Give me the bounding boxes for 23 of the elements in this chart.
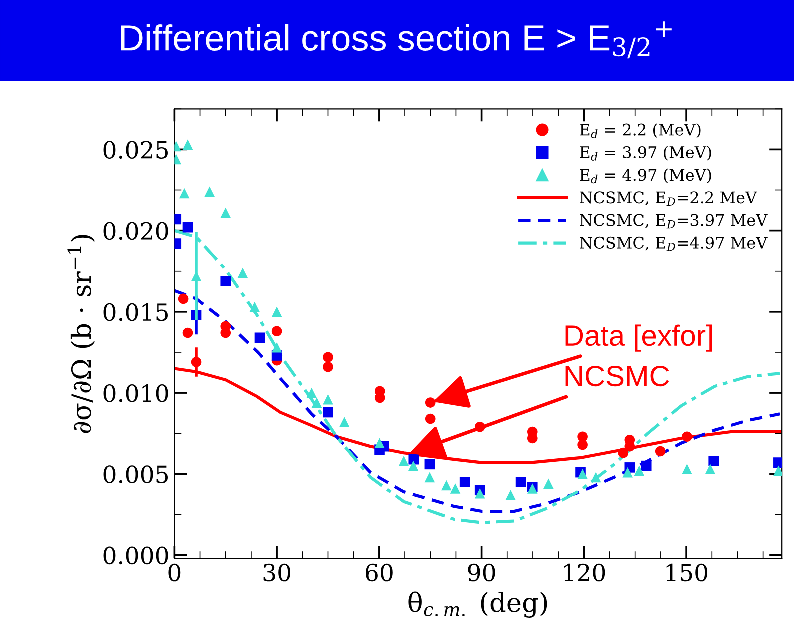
x-tick-label: 30 [264,564,291,582]
y-tick-label: 0.015 [104,303,168,322]
y-tick-label: 0.005 [104,466,168,484]
x-tick-label: 90 [468,564,496,582]
legend-label: E$_{d}$ = 3.97 (MeV) [580,146,712,161]
legend-label: NCSMC, E$_{D}$=3.97 MeV [580,214,768,229]
x-tick-label: 0 [168,564,181,582]
annotation: NCSMC [566,366,670,387]
legend-label: E$_{d}$ = 2.2 (MeV) [580,124,701,138]
x-tick-label: 60 [366,564,393,582]
annotation: Data [exfor] [566,324,712,352]
x-axis-title: θ$_{c.m.}$ (deg) [408,592,548,618]
legend-label: E$_{d}$ = 4.97 (MeV) [580,168,712,184]
chart-title: Differential cross section E > E$_{3/2}$$^{+}$ [121,22,672,59]
y-tick-label: 0.010 [104,384,168,402]
x-tick-label: 150 [666,564,708,582]
y-tick-label: 0.000 [104,546,168,565]
x-tick-label: 120 [564,564,606,582]
legend-label: NCSMC, E$_{D}$=4.97 MeV [580,236,768,252]
y-axis-title: ∂σ/∂Ω (b · sr$^{−1}$) [68,235,96,434]
legend-label: NCSMC, E$_{D}$=2.2 MeV [580,192,758,206]
y-tick-label: 0.020 [104,222,168,240]
y-tick-label: 0.025 [104,141,168,160]
